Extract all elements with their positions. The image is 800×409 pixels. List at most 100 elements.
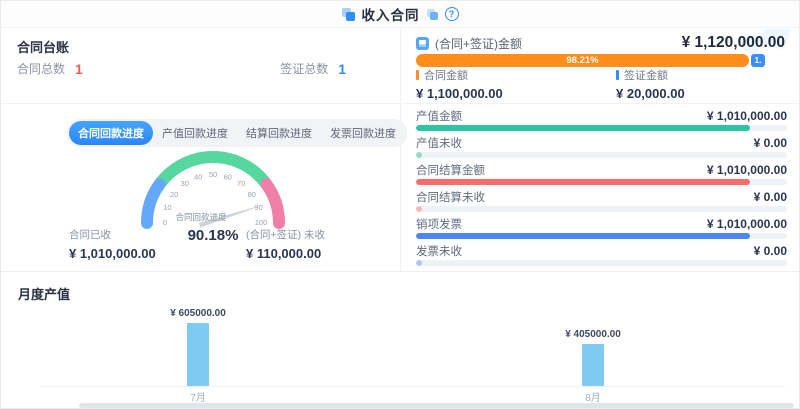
visa-count-label: 签证总数 xyxy=(280,62,329,76)
ledger-stats: 合同总数 1 签证总数 1 xyxy=(17,60,346,77)
svg-text:70: 70 xyxy=(237,179,245,188)
svg-text:80: 80 xyxy=(248,190,256,199)
monthly-output-title: 月度产值 xyxy=(18,287,71,302)
progress-tabs: 合同回款进度 产值回款进度 结算回款进度 发票回款进度 xyxy=(67,119,407,147)
row-value: ¥ 1,010,000.00 xyxy=(706,108,787,123)
received-label: 合同已收 xyxy=(69,229,111,241)
progress-fill xyxy=(416,260,422,266)
row-output-unreceived: 产值未收 ¥ 0.00 xyxy=(416,136,787,163)
progress-track xyxy=(416,260,787,266)
svg-text:60: 60 xyxy=(224,172,232,181)
gauge-segment-low xyxy=(141,178,166,229)
unreceived-stat: (合同+签证) 未收 ¥ 110,000.00 xyxy=(246,227,325,261)
row-label: 销项发票 xyxy=(416,218,462,231)
visa-amount-segment: 1. xyxy=(751,54,765,67)
x-label-aug: 8月 xyxy=(585,393,601,404)
progress-fill xyxy=(416,233,750,239)
total-amount-header: (合同+签证)金额 ¥ 1,120,000.00 xyxy=(416,34,785,52)
row-label: 合同结算未收 xyxy=(416,191,485,204)
horizontal-scrollbar[interactable] xyxy=(79,403,794,408)
progress-fill xyxy=(416,152,422,158)
row-value: ¥ 0.00 xyxy=(753,135,787,150)
amount-summary-panel: (合同+签证)金额 ¥ 1,120,000.00 98.21% 1. 合同金额 … xyxy=(402,29,799,272)
row-label: 产值金额 xyxy=(416,110,462,123)
tab-output-repayment[interactable]: 产值回款进度 xyxy=(162,128,228,140)
unreceived-label: (合同+签证) 未收 xyxy=(246,229,326,241)
total-amount-label: (合同+签证)金额 xyxy=(435,36,523,51)
visa-count-stat: 签证总数 1 xyxy=(280,60,346,77)
legend-visa-amount: 签证金额 ¥ 20,000.00 xyxy=(616,67,685,101)
help-icon[interactable]: ? xyxy=(444,7,459,21)
progress-track xyxy=(416,152,787,158)
progress-track xyxy=(416,206,787,212)
tab-settlement-repayment[interactable]: 结算回款进度 xyxy=(246,128,312,140)
gauge-segment-mid xyxy=(154,151,272,188)
svg-text:90: 90 xyxy=(254,203,262,212)
row-settlement-amount: 合同结算金额 ¥ 1,010,000.00 xyxy=(416,163,787,190)
document-icon xyxy=(416,36,429,50)
legend-visa-label: 签证金额 xyxy=(624,70,668,82)
row-output-invoice: 销项发票 ¥ 1,010,000.00 xyxy=(416,217,787,244)
legend-contract-value: ¥ 1,100,000.00 xyxy=(416,86,503,101)
gauge-segment-high xyxy=(260,178,285,229)
legend-visa-value: ¥ 20,000.00 xyxy=(616,86,685,101)
visa-count-value: 1 xyxy=(338,60,346,77)
row-label: 发票未收 xyxy=(416,245,462,258)
svg-text:0: 0 xyxy=(163,218,167,227)
amount-split-bar: 98.21% 1. xyxy=(416,54,765,67)
contract-ledger-panel: 合同台账 合同总数 1 签证总数 1 合同回款进度 产值回款进度 结算回款进度 … xyxy=(1,29,407,272)
row-label: 合同结算金额 xyxy=(416,164,485,177)
chart-baseline xyxy=(41,386,785,387)
contract-count-label: 合同总数 xyxy=(17,62,66,76)
contract-count-value: 1 xyxy=(75,60,83,77)
bar-value-label-aug: ¥ 405000.00 xyxy=(565,329,621,340)
squares-icon-right xyxy=(426,8,438,20)
total-amount-value: ¥ 1,120,000.00 xyxy=(681,34,785,51)
tab-invoice-repayment[interactable]: 发票回款进度 xyxy=(330,128,396,140)
progress-track xyxy=(416,125,787,131)
gauge-tick-labels: 0 10 20 30 40 50 60 70 80 90 100 xyxy=(163,170,267,227)
bar-aug[interactable] xyxy=(582,344,604,386)
svg-text:10: 10 xyxy=(163,203,171,212)
page-header: 收入合同 ? xyxy=(1,1,799,28)
gauge-label: 合同回款进度 xyxy=(175,212,227,222)
row-settlement-unreceived: 合同结算未收 ¥ 0.00 xyxy=(416,190,787,217)
received-value: ¥ 1,010,000.00 xyxy=(69,246,156,261)
progress-track xyxy=(416,233,787,239)
x-label-jul: 7月 xyxy=(190,393,206,404)
gauge-value: 90.18% xyxy=(187,227,239,244)
repayment-gauge: 0 10 20 30 40 50 60 70 80 90 100 合同回款进度 xyxy=(141,151,285,229)
svg-text:50: 50 xyxy=(209,170,217,179)
summary-divider xyxy=(402,103,799,104)
svg-text:40: 40 xyxy=(194,172,202,181)
progress-rows: 产值金额 ¥ 1,010,000.00 产值未收 ¥ 0.00 合同结算金额 xyxy=(416,109,787,271)
bar-value-label-jul: ¥ 605000.00 xyxy=(170,308,226,319)
svg-text:30: 30 xyxy=(181,179,189,188)
legend-contract-amount: 合同金额 ¥ 1,100,000.00 xyxy=(416,67,503,101)
row-output-amount: 产值金额 ¥ 1,010,000.00 xyxy=(416,109,787,136)
received-stat: 合同已收 ¥ 1,010,000.00 xyxy=(69,227,156,261)
tab-contract-repayment[interactable]: 合同回款进度 xyxy=(69,121,153,145)
legend-tick-blue xyxy=(616,70,619,80)
row-value: ¥ 0.00 xyxy=(753,243,787,258)
squares-icon-left xyxy=(341,7,355,21)
ledger-title: 合同台账 xyxy=(17,40,70,55)
svg-text:100: 100 xyxy=(255,218,268,227)
bar-jul[interactable] xyxy=(187,323,209,386)
contract-amount-segment: 98.21% xyxy=(416,54,749,67)
svg-text:20: 20 xyxy=(170,190,178,199)
page-title: 收入合同 xyxy=(361,8,420,23)
progress-fill xyxy=(416,125,750,131)
progress-track xyxy=(416,179,787,185)
contract-count-stat: 合同总数 1 xyxy=(17,60,83,77)
legend-tick-orange xyxy=(416,70,419,80)
legend-contract-label: 合同金额 xyxy=(424,70,468,82)
gauge-needle xyxy=(198,203,267,228)
main-area: 合同台账 合同总数 1 签证总数 1 合同回款进度 产值回款进度 结算回款进度 … xyxy=(1,29,799,272)
row-value: ¥ 0.00 xyxy=(753,189,787,204)
row-invoice-unreceived: 发票未收 ¥ 0.00 xyxy=(416,244,787,271)
row-value: ¥ 1,010,000.00 xyxy=(706,162,787,177)
row-label: 产值未收 xyxy=(416,137,462,150)
progress-fill xyxy=(416,179,750,185)
